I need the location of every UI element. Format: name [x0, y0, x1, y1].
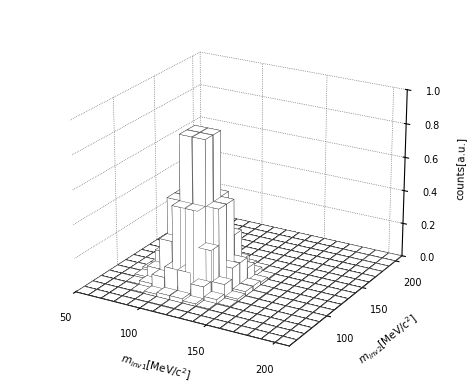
X-axis label: $m_{inv1}$[MeV/c$^2$]: $m_{inv1}$[MeV/c$^2$] [118, 351, 192, 384]
Y-axis label: $m_{inv2}$[MeV/c$^2$]: $m_{inv2}$[MeV/c$^2$] [355, 310, 421, 368]
